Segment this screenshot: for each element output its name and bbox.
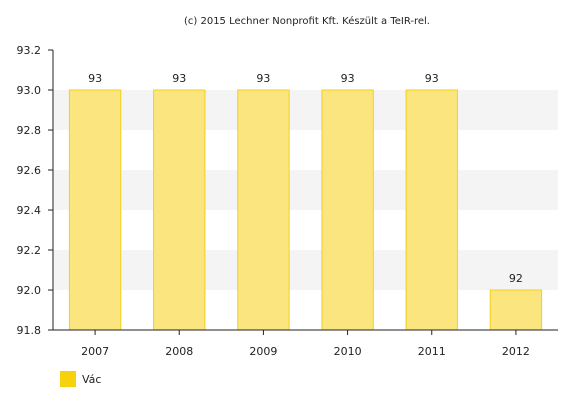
grid-band (53, 290, 558, 330)
bar-group (68, 89, 543, 331)
x-axis-ticks: 2007 2008 2009 2010 2011 2012 (81, 330, 530, 358)
data-label-2010: 93 (341, 72, 355, 85)
y-tick-label: 92.4 (17, 204, 42, 217)
x-tick-label-2010: 2010 (334, 345, 362, 358)
grid-band (53, 210, 558, 250)
chart-credit: (c) 2015 Lechner Nonprofit Kft. Készült … (184, 15, 430, 27)
data-label-2007: 93 (88, 72, 102, 85)
grid-band (53, 170, 558, 210)
y-tick-label: 93.0 (17, 84, 42, 97)
y-tick-label: 92.0 (17, 284, 42, 297)
grid-band (53, 250, 558, 290)
x-tick-label-2007: 2007 (81, 345, 109, 358)
legend-label: Vác (82, 372, 102, 386)
grid-band (53, 90, 558, 130)
grid-band (53, 130, 558, 170)
legend-swatch (60, 371, 76, 387)
data-labels: 93 93 93 93 93 92 (88, 72, 523, 285)
bar-2012 (489, 289, 543, 331)
y-tick-label: 91.8 (17, 324, 42, 337)
grid-band (53, 50, 558, 90)
x-tick-label-2008: 2008 (165, 345, 193, 358)
x-tick-label-2011: 2011 (418, 345, 446, 358)
bar-2009 (237, 89, 290, 331)
data-label-2011: 93 (425, 72, 439, 85)
bar-2007 (68, 89, 122, 331)
y-tick-label: 92.6 (17, 164, 42, 177)
x-tick-label-2012: 2012 (502, 345, 530, 358)
axes (52, 50, 558, 331)
bar-2010 (321, 89, 374, 331)
y-tick-label: 92.2 (17, 244, 42, 257)
y-axis-ticks: 91.8 92.0 92.2 92.4 92.6 92.8 93.0 93.2 (17, 44, 53, 337)
data-label-2008: 93 (172, 72, 186, 85)
y-tick-label: 92.8 (17, 124, 42, 137)
data-label-2009: 93 (256, 72, 270, 85)
bar-2011 (405, 89, 458, 331)
background-bands (53, 50, 558, 330)
data-label-2012: 92 (509, 272, 523, 285)
y-tick-label: 93.2 (17, 44, 42, 57)
legend: Vác (60, 371, 101, 387)
x-tick-label-2009: 2009 (249, 345, 277, 358)
bar-2008 (153, 89, 206, 331)
